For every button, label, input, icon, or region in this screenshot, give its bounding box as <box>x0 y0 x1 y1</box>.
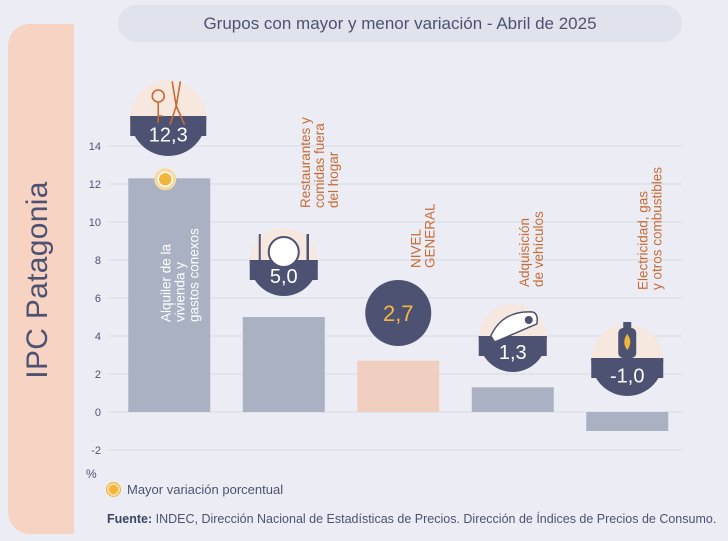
y-tick-label: 12 <box>89 179 101 191</box>
cylinder-valve <box>623 322 632 328</box>
flame <box>624 334 631 350</box>
badge-band-top <box>130 116 207 118</box>
legend: Mayor variación porcentual <box>107 482 283 497</box>
category-label-text: NIVELGENERAL <box>408 203 437 268</box>
highlight-legend-icon <box>107 483 120 496</box>
value-label: 5,0 <box>270 266 298 288</box>
category-label: NIVELGENERAL <box>408 203 437 268</box>
car-wheel <box>524 316 533 324</box>
bar <box>357 360 440 412</box>
source-text: INDEC, Dirección Nacional de Estadística… <box>155 512 717 526</box>
y-tick-label: 4 <box>95 331 101 343</box>
badge-band <box>249 260 318 280</box>
car-icon <box>489 311 538 343</box>
category-label-line: vivienda y <box>172 262 187 322</box>
value-label: -1,0 <box>610 365 644 387</box>
category-label-text: Alquiler de lavivienda ygastos conexos <box>158 228 201 322</box>
category-label-line: Electricidad, gas <box>635 191 650 290</box>
highlight-marker <box>157 171 173 188</box>
y-tick-label: 14 <box>89 141 101 153</box>
category-label-line: GENERAL <box>422 203 437 268</box>
category-label-text: Electricidad, gasy otros combustibles <box>635 167 664 290</box>
y-unit-label: % <box>86 467 97 481</box>
y-tick-label: 6 <box>95 293 101 305</box>
category-label-line: comidas fuera <box>312 123 327 208</box>
category-label-line: NIVEL <box>408 228 423 268</box>
y-tick-label: 8 <box>95 255 101 267</box>
legend-label: Mayor variación porcentual <box>127 482 284 497</box>
badge-band <box>130 116 207 136</box>
bar <box>471 387 554 412</box>
category-label: Adquisiciónde vehículos <box>517 211 546 287</box>
category-label-line: de vehículos <box>531 211 546 287</box>
y-tick-label: -2 <box>91 445 101 457</box>
category-label-line: y otros combustibles <box>649 167 664 290</box>
plate <box>267 236 300 268</box>
bar <box>586 412 669 431</box>
left-band <box>8 24 74 534</box>
badge-band-top <box>591 358 664 360</box>
category-label-line: gastos conexos <box>186 228 201 322</box>
category-label-line: Alquiler de la <box>158 243 173 322</box>
y-tick-label: 2 <box>95 369 101 381</box>
plate-cutlery-icon <box>258 234 309 268</box>
category-label: Restaurantes ycomidas fueradel hogar <box>298 117 341 208</box>
category-label-text: Adquisiciónde vehículos <box>517 211 546 287</box>
category-label-line: del hogar <box>326 151 341 208</box>
bar <box>242 317 325 412</box>
bar <box>128 178 211 412</box>
category-label-line: Restaurantes y <box>298 117 313 208</box>
chart-title: Grupos con mayor y menor variación - Abr… <box>118 5 682 42</box>
y-tick-label: 0 <box>95 407 101 419</box>
keys-pliers-icon <box>151 81 186 125</box>
gas-cylinder-icon <box>618 322 637 358</box>
badge-band <box>591 358 664 378</box>
pliers <box>169 81 186 125</box>
category-label: Electricidad, gasy otros combustibles <box>635 167 664 290</box>
y-tick-label: 10 <box>89 217 101 229</box>
category-label-text: Restaurantes ycomidas fueradel hogar <box>298 117 341 208</box>
badge-bg <box>365 280 432 346</box>
category-label: Alquiler de lavivienda ygastos conexos <box>158 228 201 322</box>
source-note: Fuente: INDEC, Dirección Nacional de Est… <box>107 512 716 526</box>
value-label: 2,7 <box>383 301 414 326</box>
category-label-line: Adquisición <box>517 218 532 287</box>
badge-band-top <box>478 336 547 338</box>
value-label: 12,3 <box>149 125 188 147</box>
source-prefix: Fuente: <box>107 512 153 526</box>
value-label: 1,3 <box>499 342 527 364</box>
